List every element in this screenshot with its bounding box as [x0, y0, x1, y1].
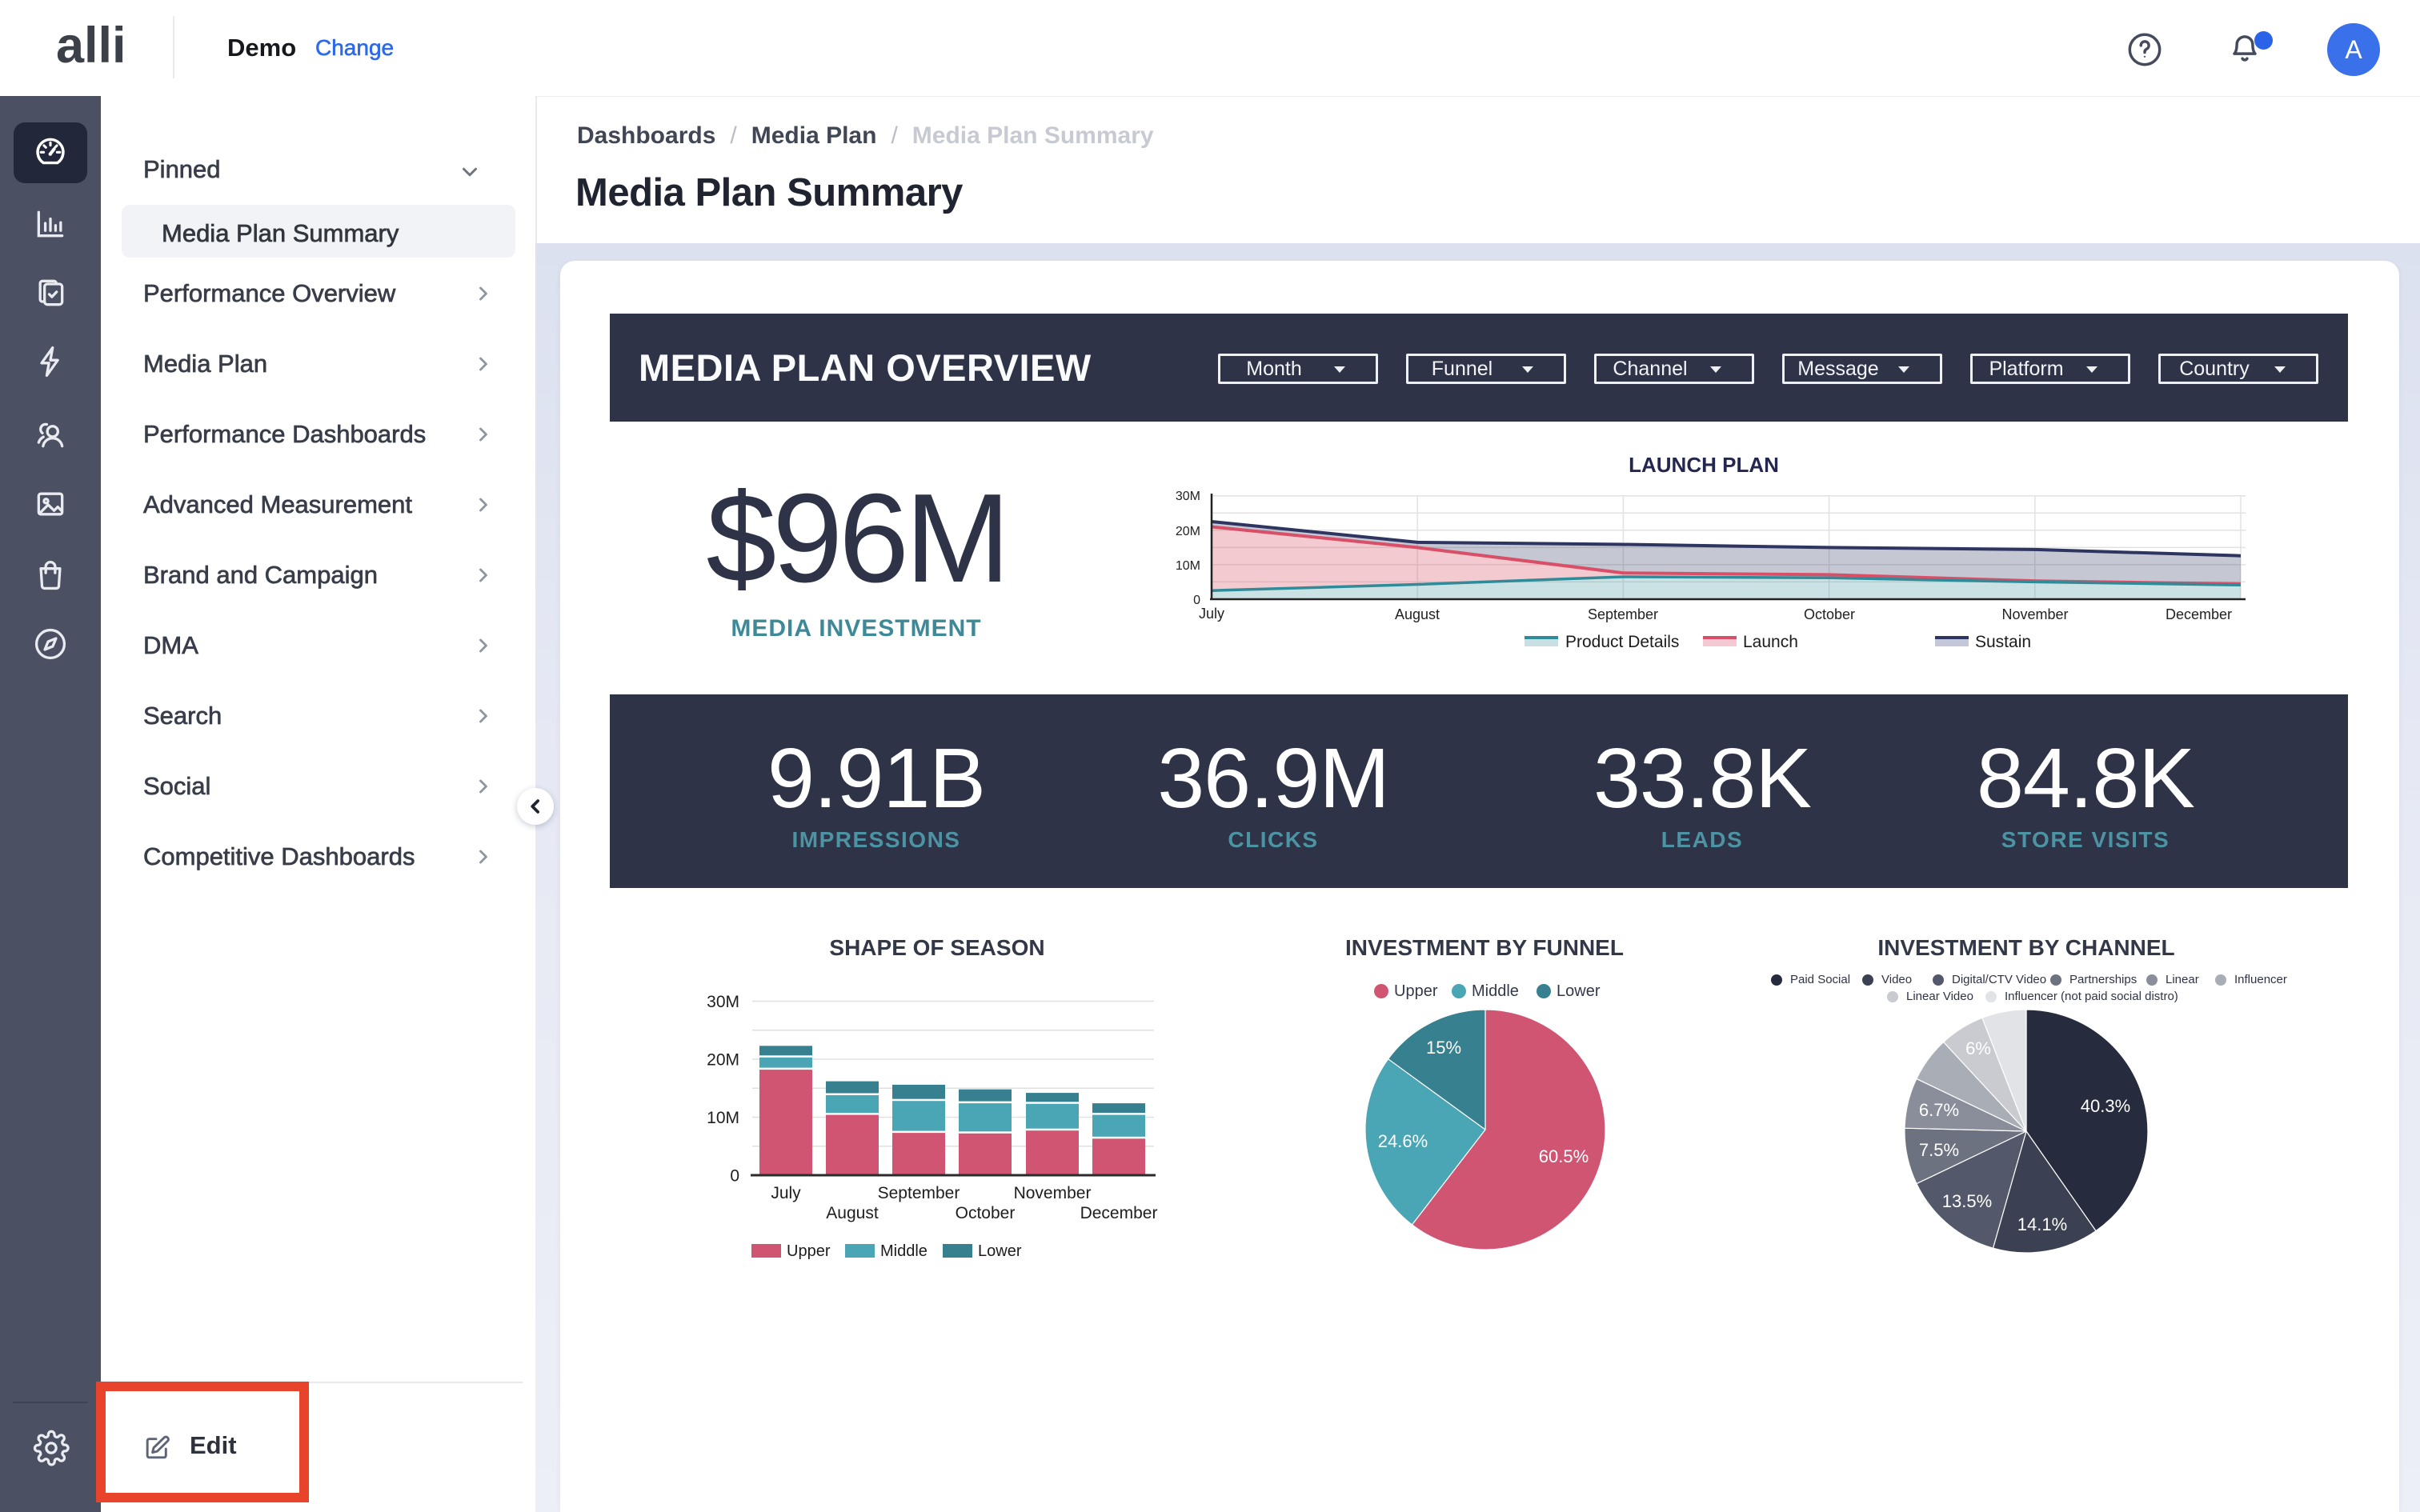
svg-text:0: 0 — [730, 1167, 739, 1186]
svg-text:13.5%: 13.5% — [1942, 1191, 1992, 1211]
svg-text:Middle: Middle — [880, 1242, 928, 1260]
svg-text:July: July — [771, 1184, 801, 1202]
svg-text:October: October — [956, 1204, 1016, 1222]
svg-text:7.5%: 7.5% — [1919, 1140, 1959, 1160]
svg-text:10M: 10M — [707, 1109, 739, 1127]
svg-text:September: September — [878, 1184, 960, 1202]
svg-text:August: August — [826, 1204, 879, 1222]
svg-text:Sustain: Sustain — [1975, 633, 2031, 651]
svg-text:October: October — [1804, 606, 1855, 622]
svg-text:20M: 20M — [707, 1051, 739, 1070]
svg-text:Upper: Upper — [787, 1242, 831, 1260]
svg-text:10M: 10M — [1176, 559, 1200, 573]
svg-text:14.1%: 14.1% — [2017, 1214, 2067, 1234]
svg-text:30M: 30M — [707, 993, 739, 1011]
svg-text:November: November — [2001, 606, 2068, 622]
svg-text:September: September — [1588, 606, 1658, 622]
svg-text:0: 0 — [1193, 594, 1200, 607]
svg-text:6%: 6% — [1965, 1038, 1991, 1058]
svg-text:December: December — [2166, 606, 2232, 622]
svg-text:Launch: Launch — [1743, 633, 1798, 651]
svg-text:November: November — [1014, 1184, 1092, 1202]
svg-text:20M: 20M — [1176, 525, 1200, 538]
svg-text:August: August — [1395, 606, 1440, 622]
svg-text:Lower: Lower — [978, 1242, 1022, 1260]
svg-text:15%: 15% — [1426, 1038, 1461, 1058]
svg-text:40.3%: 40.3% — [2081, 1096, 2130, 1116]
svg-text:24.6%: 24.6% — [1378, 1131, 1428, 1151]
svg-text:60.5%: 60.5% — [1539, 1146, 1589, 1166]
svg-text:6.7%: 6.7% — [1919, 1100, 1959, 1120]
svg-text:July: July — [1199, 606, 1224, 622]
svg-text:30M: 30M — [1176, 490, 1200, 503]
svg-text:December: December — [1080, 1204, 1158, 1222]
svg-text:Product Details: Product Details — [1565, 633, 1679, 651]
